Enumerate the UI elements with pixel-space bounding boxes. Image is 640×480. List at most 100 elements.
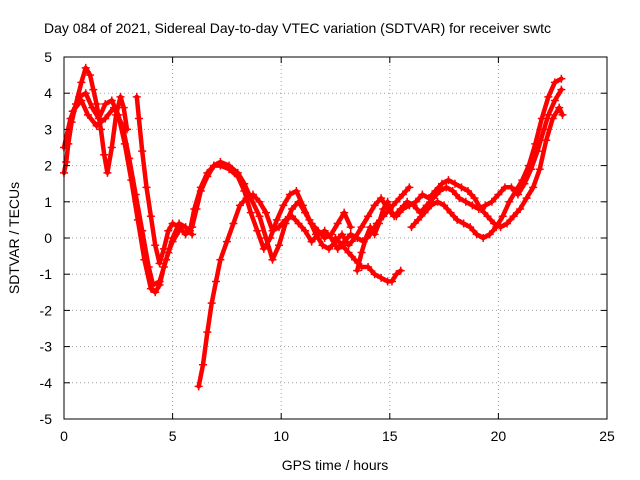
data-point <box>261 208 270 217</box>
data-point <box>411 197 420 206</box>
data-point <box>96 125 105 134</box>
data-point <box>103 168 112 177</box>
data-point <box>505 197 514 206</box>
data-point <box>83 110 92 119</box>
data-point <box>240 186 249 195</box>
data-point <box>331 234 340 242</box>
data-point <box>405 201 414 210</box>
data-point <box>346 223 355 232</box>
data-point <box>207 299 216 308</box>
series-arc-8 <box>353 103 567 275</box>
data-point <box>92 121 101 130</box>
data-point <box>396 266 405 275</box>
x-tick-label: 20 <box>491 428 507 444</box>
data-point <box>437 179 446 188</box>
data-point <box>558 110 567 119</box>
data-point <box>216 255 225 264</box>
data-point <box>446 208 455 217</box>
data-point <box>392 270 401 279</box>
data-point <box>440 201 449 210</box>
data-point <box>498 212 507 221</box>
plot-area <box>60 63 567 391</box>
series-arc-7 <box>331 234 405 286</box>
data-point <box>92 100 101 109</box>
data-point <box>100 150 109 159</box>
chart-title: Day 084 of 2021, Sidereal Day-to-day VTE… <box>44 20 551 36</box>
data-point <box>544 110 553 119</box>
data-point <box>481 201 490 210</box>
data-point <box>529 183 538 192</box>
data-point <box>387 208 396 217</box>
y-axis-label: SDTVAR / TECUs <box>6 182 22 294</box>
data-point <box>483 212 492 221</box>
data-point <box>101 114 110 123</box>
x-tick-label: 15 <box>382 428 398 444</box>
data-point <box>370 270 379 279</box>
data-point <box>522 194 531 203</box>
data-point <box>542 136 551 145</box>
data-point <box>455 194 464 203</box>
data-point <box>503 219 512 228</box>
data-point <box>453 215 462 224</box>
x-axis-label: GPS time / hours <box>282 457 389 473</box>
data-point <box>246 208 255 217</box>
data-point <box>364 212 373 221</box>
data-point <box>235 201 244 210</box>
data-point <box>109 103 118 112</box>
data-point <box>427 201 436 210</box>
data-point <box>344 248 353 257</box>
data-point <box>338 241 347 250</box>
data-point <box>461 197 470 206</box>
data-point <box>77 78 86 87</box>
x-tick-label: 10 <box>273 428 289 444</box>
data-point <box>255 212 264 221</box>
data-point <box>212 277 221 286</box>
data-point <box>370 201 379 210</box>
data-point <box>301 226 310 235</box>
data-point <box>138 147 147 156</box>
data-point <box>420 208 429 217</box>
data-point <box>557 74 566 83</box>
series-line <box>70 98 195 288</box>
data-point <box>107 143 116 152</box>
data-point <box>466 223 475 232</box>
data-point <box>81 89 90 98</box>
data-point <box>279 201 288 210</box>
data-point <box>107 96 116 105</box>
data-point <box>516 205 525 214</box>
data-point <box>144 262 153 271</box>
data-point <box>155 277 164 286</box>
data-point <box>203 328 212 337</box>
data-point <box>168 234 177 242</box>
data-point <box>272 215 281 224</box>
data-point <box>194 382 203 391</box>
data-point <box>132 92 141 101</box>
data-point <box>190 205 199 214</box>
data-point <box>146 212 155 221</box>
data-point <box>361 234 370 242</box>
data-point <box>196 183 205 192</box>
data-point <box>285 190 294 199</box>
data-point <box>185 226 194 235</box>
data-point <box>288 205 297 214</box>
y-tick-label: 5 <box>44 49 52 65</box>
data-point <box>101 100 110 109</box>
data-point <box>537 114 546 123</box>
data-point <box>164 226 173 235</box>
data-point <box>364 262 373 271</box>
data-point <box>275 223 284 232</box>
data-point <box>357 223 366 232</box>
data-point <box>155 259 164 268</box>
data-point <box>222 237 231 246</box>
data-point <box>168 219 177 228</box>
data-point <box>259 244 268 253</box>
data-point <box>266 234 275 242</box>
data-point <box>88 103 97 112</box>
data-point <box>424 194 433 203</box>
data-point <box>518 176 527 185</box>
data-point <box>68 107 77 116</box>
data-point <box>151 241 160 250</box>
data-point <box>131 190 140 199</box>
data-point <box>450 179 459 188</box>
data-point <box>149 281 158 290</box>
